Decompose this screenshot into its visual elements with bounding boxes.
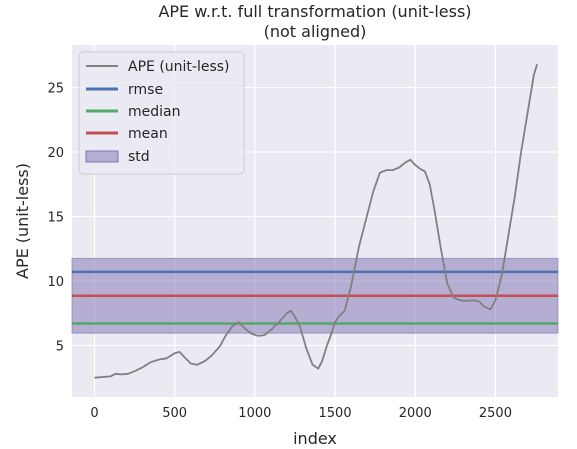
legend-swatch-std [85, 150, 119, 163]
y-tick-label: 25 [47, 82, 64, 97]
stat-lines [72, 270, 558, 325]
x-axis-label: index [293, 429, 337, 448]
y-tick-label: 20 [47, 146, 64, 161]
x-tick-label: 2000 [399, 406, 432, 421]
x-tick-label: 2500 [479, 406, 512, 421]
y-tick-label: 10 [47, 275, 64, 290]
y-axis-label: APE (unit-less) [13, 163, 32, 279]
y-tick-label: 5 [56, 339, 64, 354]
ape-line-group [94, 64, 538, 379]
legend: APE (unit-less) rmse median mean std [78, 51, 245, 175]
ape-line [94, 64, 538, 379]
x-tick-label: 1500 [319, 406, 352, 421]
chart-title: APE w.r.t. full transformation (unit-les… [158, 2, 471, 21]
legend-box [78, 51, 245, 175]
x-tick-label: 1000 [238, 406, 271, 421]
chart-subtitle: (not aligned) [264, 22, 367, 41]
legend-label-median: median [128, 104, 180, 120]
legend-label-mean: mean [128, 126, 168, 142]
legend-label-std: std [128, 149, 150, 165]
legend-label-rmse: rmse [128, 82, 163, 98]
x-tick-label: 0 [90, 406, 98, 421]
x-tick-label: 500 [162, 406, 187, 421]
legend-label-ape: APE (unit-less) [128, 59, 230, 75]
y-tick-labels: 5 10 15 20 25 [47, 82, 64, 355]
y-tick-label: 15 [47, 210, 64, 225]
x-tick-labels: 0 500 1000 1500 2000 2500 [90, 406, 512, 421]
